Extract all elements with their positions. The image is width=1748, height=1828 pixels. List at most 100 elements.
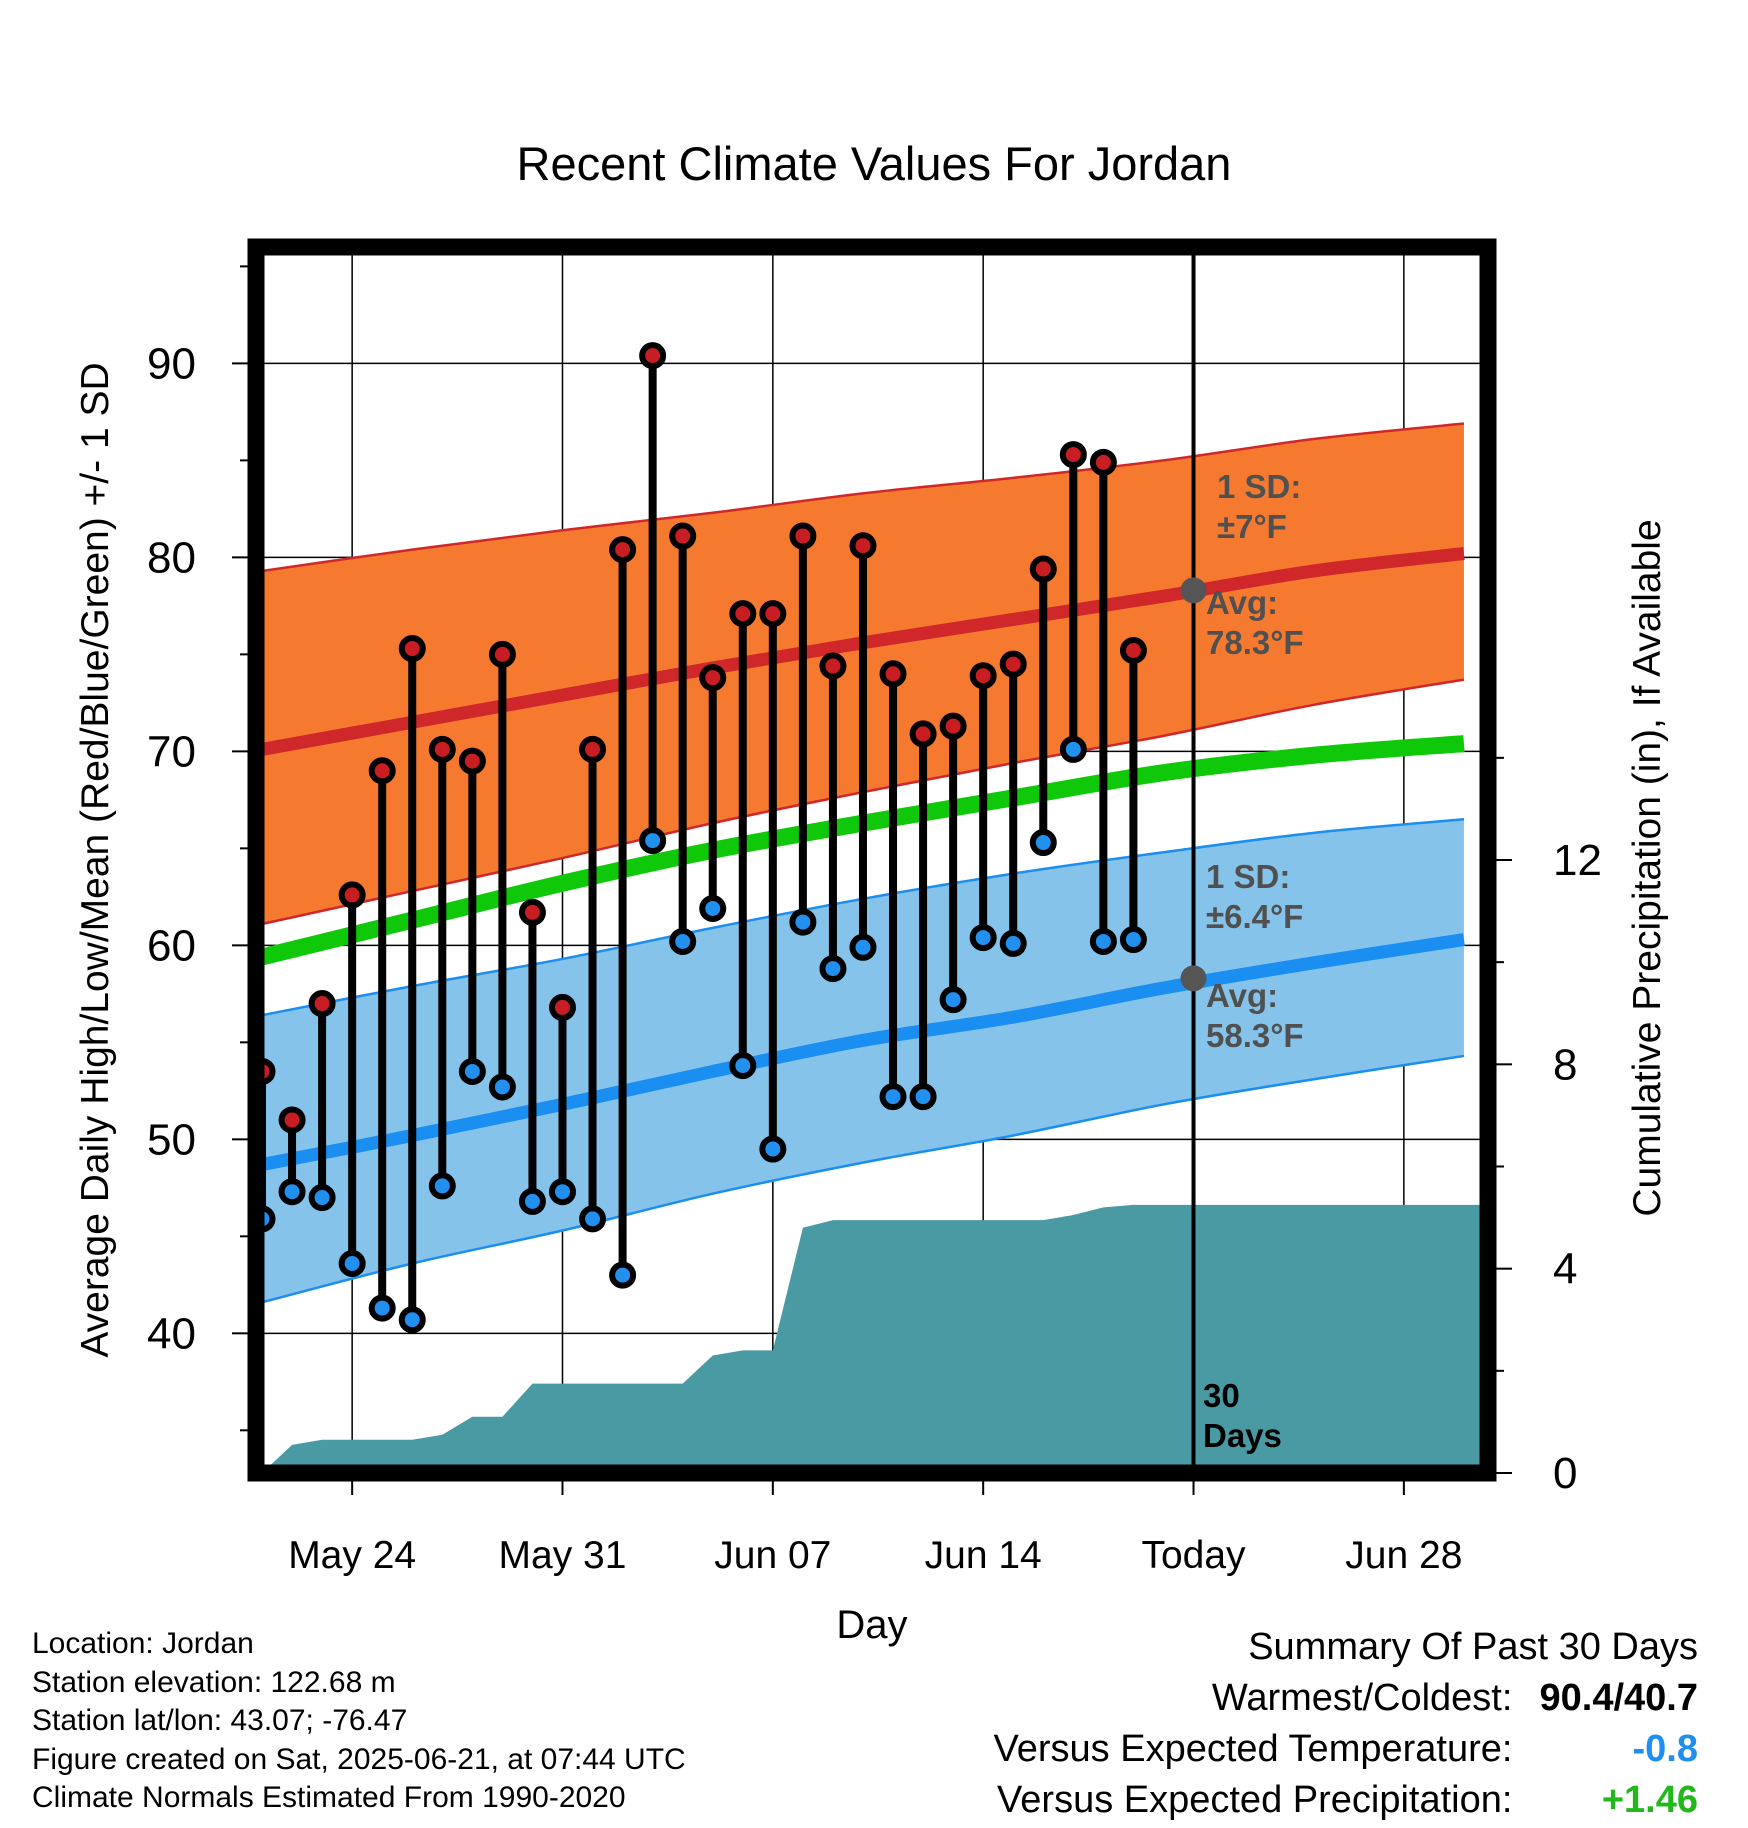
low-temp-point — [278, 1178, 306, 1206]
high-temp-point — [609, 536, 637, 564]
low-temp-point — [969, 924, 997, 952]
low-temp-point — [819, 955, 847, 983]
low-temp-point — [458, 1057, 486, 1085]
low-temp-point — [1059, 735, 1087, 763]
low-temp-point — [308, 1184, 336, 1212]
high-temp-point — [458, 747, 486, 775]
high-band-upper-edge — [261, 422, 1465, 573]
high-temp-point — [518, 898, 546, 926]
low-temp-point — [699, 894, 727, 922]
precip-anomaly-label: Versus Expected Precipitation: — [997, 1779, 1513, 1821]
high-temp-point — [699, 664, 727, 692]
low-temp-point — [789, 908, 817, 936]
latlon-text: Station lat/lon: 43.07; -76.47 — [32, 1704, 408, 1737]
low-band-lower-edge — [261, 1054, 1465, 1304]
low-temp-point — [939, 986, 967, 1014]
high-temp-point — [969, 662, 997, 690]
high-temp-point — [879, 660, 907, 688]
warm-cold-label: Warmest/Coldest: — [1211, 1677, 1513, 1719]
low-normal-line — [260, 933, 1465, 1171]
low-temp-point — [999, 929, 1027, 957]
y-tick-label-left: 60 — [147, 921, 196, 970]
created-text: Figure created on Sat, 2025-06-21, at 07… — [32, 1742, 686, 1776]
y-tick-label-right: 4 — [1553, 1245, 1577, 1294]
high-temp-point — [639, 342, 667, 370]
high-temp-point — [909, 720, 937, 748]
high-temp-point — [548, 993, 576, 1021]
high-temp-point — [1089, 448, 1117, 476]
low-temp-point — [548, 1178, 576, 1206]
y-tick-label-left: 40 — [147, 1309, 196, 1358]
summary-precip: Versus Expected Precipitation: +1.46 — [994, 1775, 1698, 1826]
x-axis-label: Day — [836, 1603, 907, 1647]
y-tick-label-left: 50 — [147, 1115, 196, 1164]
high-avg-annotation: Avg: 78.3°F — [1206, 584, 1304, 661]
period-annotation: 30 Days — [1203, 1377, 1282, 1454]
high-temp-point — [398, 635, 426, 663]
low-temp-point — [729, 1052, 757, 1080]
low-temp-point — [909, 1083, 937, 1111]
high-temp-point — [849, 532, 877, 560]
low-temp-point — [1119, 926, 1147, 954]
summary-panel: Summary Of Past 30 Days Warmest/Coldest:… — [994, 1622, 1698, 1826]
warm-cold-value: 90.4/40.7 — [1539, 1677, 1698, 1719]
y-tick-label-left: 70 — [147, 727, 196, 776]
low-sd-annotation: 1 SD: ±6.4°F — [1206, 858, 1303, 935]
x-tick-label: Jun 28 — [1345, 1534, 1462, 1577]
low-avg-annotation: Avg: 58.3°F — [1206, 977, 1304, 1054]
x-tick-label: Today — [1141, 1534, 1246, 1577]
high-temp-point — [1059, 441, 1087, 469]
elevation-text: Station elevation: 122.68 m — [32, 1665, 396, 1699]
x-tick-label: Jun 14 — [925, 1534, 1042, 1577]
low-temp-point — [639, 827, 667, 855]
low-temp-point — [518, 1187, 546, 1215]
today-high-avg-dot — [1180, 577, 1207, 604]
high-sd-annotation: 1 SD: ±7°F — [1217, 468, 1301, 545]
location-text: Location: Jordan — [32, 1627, 254, 1660]
y-tick-label-right: 0 — [1553, 1449, 1577, 1498]
x-tick-label: May 31 — [499, 1534, 627, 1577]
station-info: Location: Jordan Station elevation: 122.… — [32, 1625, 686, 1818]
low-temp-point — [368, 1294, 396, 1322]
low-temp-point — [338, 1249, 366, 1277]
high-temp-point — [308, 990, 336, 1018]
y-axis-label-right: Cumulative Precipitation (in), If Availa… — [1626, 519, 1669, 1216]
chart-title: Recent Climate Values For Jordan — [517, 137, 1232, 190]
low-temp-point — [398, 1306, 426, 1334]
low-temp-point — [1089, 927, 1117, 955]
summary-warm-cold: Warmest/Coldest: 90.4/40.7 — [994, 1673, 1698, 1724]
temp-anomaly-value: -0.8 — [1632, 1728, 1698, 1770]
y-tick-label-left: 80 — [147, 533, 196, 582]
x-tick-label: May 24 — [288, 1534, 416, 1577]
y-tick-label-left: 90 — [147, 339, 196, 388]
high-temp-point — [1029, 555, 1057, 583]
low-temp-point — [428, 1172, 456, 1200]
temp-anomaly-label: Versus Expected Temperature: — [993, 1728, 1513, 1770]
x-tick-label: Jun 07 — [714, 1534, 831, 1577]
high-temp-point — [939, 712, 967, 740]
y-tick-label-right: 12 — [1553, 836, 1602, 885]
low-temp-point — [759, 1135, 787, 1163]
y-axis-label-left: Average Daily High/Low/Mean (Red/Blue/Gr… — [74, 362, 117, 1357]
summary-temp: Versus Expected Temperature: -0.8 — [994, 1724, 1698, 1775]
precip-anomaly-value: +1.46 — [1601, 1779, 1698, 1821]
today-low-avg-dot — [1180, 965, 1207, 992]
high-temp-point — [999, 650, 1027, 678]
low-temp-point — [1029, 829, 1057, 857]
y-tick-label-right: 8 — [1553, 1040, 1577, 1089]
low-temp-point — [879, 1083, 907, 1111]
low-temp-point — [488, 1073, 516, 1101]
normals-text: Climate Normals Estimated From 1990-2020 — [32, 1781, 626, 1814]
high-temp-point — [729, 600, 757, 628]
high-temp-point — [368, 757, 396, 785]
high-temp-point — [278, 1106, 306, 1134]
high-temp-point — [669, 522, 697, 550]
high-temp-point — [428, 735, 456, 763]
high-temp-point — [819, 652, 847, 680]
high-temp-point — [759, 600, 787, 628]
high-temp-point — [488, 640, 516, 668]
precip-area — [256, 1204, 1488, 1473]
high-temp-point — [338, 881, 366, 909]
low-temp-point — [849, 933, 877, 961]
